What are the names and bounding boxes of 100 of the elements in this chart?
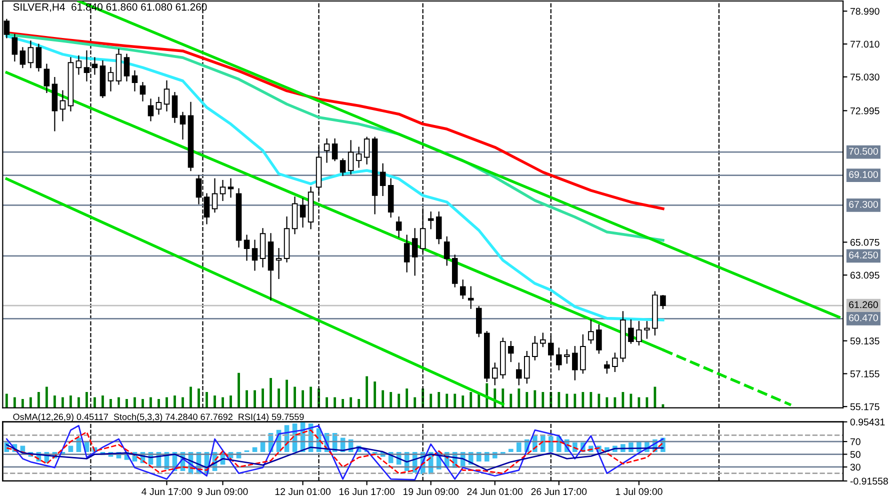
bar: [134, 397, 136, 408]
y-tick-label: -0.91558: [850, 478, 888, 485]
line-series: [6, 429, 664, 474]
candlestick: [132, 70, 138, 92]
x-tick-label: 12 Jun 01:00: [275, 488, 331, 496]
bar: [190, 386, 192, 408]
bar: [508, 448, 514, 452]
candlestick: [28, 40, 34, 68]
y-tick-label: 59.135: [850, 338, 880, 344]
candlestick: [580, 334, 586, 374]
bar: [614, 397, 616, 408]
bar: [326, 397, 328, 408]
bar: [214, 396, 216, 408]
candlestick: [644, 321, 650, 339]
y-tick-label: 55.175: [850, 403, 880, 410]
bar: [110, 399, 112, 408]
y-tick-label: 72.995: [850, 107, 880, 114]
ref-line-label: 60.470: [849, 314, 878, 322]
candlestick: [324, 138, 330, 163]
bar: [406, 388, 408, 408]
candlestick: [508, 341, 514, 362]
candlestick: [12, 34, 18, 62]
line-series: [6, 424, 664, 480]
bar: [78, 397, 80, 408]
bar: [454, 394, 456, 408]
y-tick-label: 65.075: [850, 238, 880, 246]
y-tick-label: 63.095: [850, 272, 880, 279]
ref-line-label: 67.300: [849, 200, 878, 208]
candlestick: [164, 80, 170, 112]
candlestick: [228, 178, 234, 198]
ref-line-label: 64.250: [849, 252, 878, 258]
bar: [542, 392, 544, 408]
bar: [262, 388, 264, 408]
candlestick: [596, 324, 602, 354]
candlestick: [524, 350, 530, 384]
candlestick: [588, 319, 594, 344]
chart-title: OsMA(12,26,9) 0.45117 Stoch(5,3,3) 74.2840 67.7692 RSI(14) 59.7559: [13, 413, 304, 422]
candlestick: [396, 216, 402, 238]
candlestick: [348, 140, 354, 174]
bar: [598, 394, 600, 408]
bar: [526, 392, 528, 408]
x-tick-label: 19 Jun 09:00: [404, 488, 459, 496]
candlestick: [332, 138, 338, 162]
x-tick-label: 16 Jun 17:00: [339, 488, 395, 496]
bar: [470, 392, 472, 408]
bar: [142, 399, 144, 408]
line-series: [6, 444, 664, 471]
candlestick: [108, 67, 114, 92]
bar: [516, 442, 522, 452]
candlestick: [428, 211, 434, 230]
bar: [478, 394, 480, 408]
candlestick: [180, 112, 186, 140]
candlestick: [556, 348, 562, 370]
candlestick: [412, 228, 418, 276]
bar: [582, 392, 584, 408]
bar: [390, 392, 392, 408]
bar: [182, 397, 184, 408]
bar: [5, 394, 8, 408]
bar: [150, 397, 152, 408]
candlestick: [532, 336, 538, 360]
bar: [566, 394, 568, 408]
bar: [446, 394, 448, 408]
bar: [246, 390, 248, 408]
candlestick: [468, 286, 474, 309]
bar: [102, 396, 104, 408]
ref-line-label: 69.100: [849, 171, 878, 178]
candlestick: [356, 146, 362, 168]
candlestick: [516, 362, 522, 386]
candlestick: [636, 321, 642, 346]
bar: [518, 388, 520, 408]
bar: [54, 396, 56, 408]
bar: [398, 394, 400, 408]
bar: [278, 388, 280, 408]
bar: [166, 397, 168, 408]
candlestick: [540, 332, 546, 348]
x-tick-label: 9 Jun 09:00: [198, 488, 248, 496]
bar: [534, 390, 536, 408]
bar: [510, 394, 512, 408]
x-tick-label: 4 Jun 17:00: [142, 488, 192, 496]
candlestick: [60, 90, 66, 122]
bar: [310, 386, 312, 408]
bar: [270, 378, 272, 408]
bar: [606, 397, 608, 408]
bar: [13, 397, 16, 408]
bar: [230, 396, 232, 408]
bar: [382, 390, 384, 408]
bar: [574, 394, 576, 408]
bar: [430, 394, 432, 408]
candlestick: [444, 236, 450, 266]
bar: [462, 396, 464, 408]
candlestick: [612, 352, 618, 372]
bar: [374, 382, 376, 408]
ref-line-label: 70.500: [849, 148, 878, 155]
bar: [548, 436, 554, 452]
bar: [334, 397, 336, 408]
candlestick: [564, 349, 570, 364]
y2-tick-label: 30: [850, 464, 860, 471]
bar: [158, 399, 160, 408]
bar: [286, 380, 288, 408]
candlestick: [140, 82, 146, 102]
